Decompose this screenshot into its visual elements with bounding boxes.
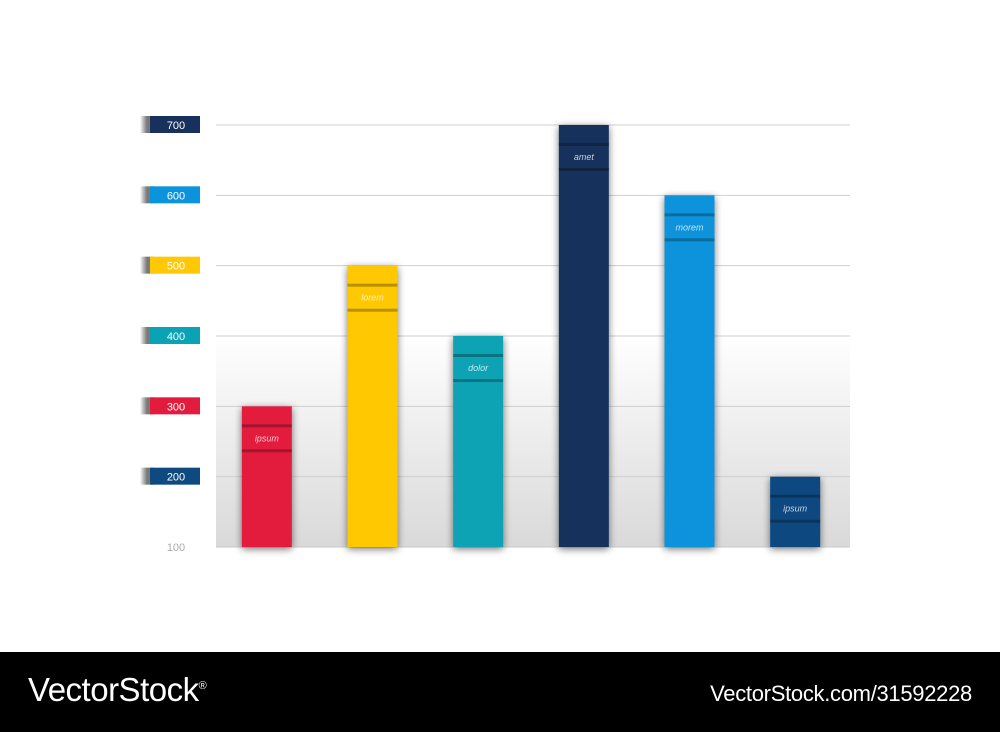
y-tick-tab: [150, 256, 200, 274]
y-tick-tab: [150, 327, 200, 344]
y-tick: 200: [140, 467, 200, 485]
y-tick: 100: [167, 542, 185, 554]
y-tick: 300: [140, 397, 200, 415]
bar-rect: [558, 125, 609, 547]
y-tick-label: 100: [167, 542, 185, 554]
y-tick-label: 400: [167, 331, 185, 343]
bar-band-line-bottom: [453, 379, 504, 382]
bar-category-label: dolor: [468, 363, 489, 373]
y-tick-label: 600: [167, 190, 185, 202]
y-tick: 700: [140, 116, 200, 133]
bar-band-line-top: [770, 494, 821, 498]
bar-rect: [770, 476, 821, 547]
bar-band-line-bottom: [347, 308, 398, 312]
bar-3: dolor: [453, 336, 504, 547]
y-tick: 500: [140, 256, 200, 274]
bar-rect: [453, 336, 504, 547]
bar-1: ipsum: [241, 406, 292, 547]
bar-rect: [664, 195, 715, 548]
bar-category-label: ipsum: [255, 433, 280, 443]
y-tick-label: 200: [167, 472, 185, 484]
y-tick: 400: [140, 327, 200, 344]
y-tick-label: 700: [167, 120, 185, 132]
plot-background: [216, 336, 850, 547]
y-tick-tab: [150, 186, 200, 204]
bar-2: lorem: [347, 265, 398, 547]
footer-reg-mark: ®: [198, 680, 207, 692]
y-tick-tab: [150, 397, 200, 415]
bar-4: amet: [558, 125, 609, 547]
vectorstock-logo: VectorStock®: [28, 671, 207, 709]
y-tick-tab: [150, 467, 200, 485]
bar-rect: [347, 265, 398, 547]
bar-band-line-bottom: [770, 519, 821, 523]
bar-band-line-top: [241, 424, 292, 428]
y-tick-label: 500: [167, 261, 185, 273]
bar-chart: 100 200 300 400 500 600 700 ipsum lorem dolor ame…: [140, 116, 850, 554]
watermark-footer: VectorStock® VectorStock.com/31592228: [0, 652, 1000, 732]
bar-band-line-top: [664, 213, 715, 217]
footer-brand-text: VectorStock: [28, 671, 199, 708]
bar-band-line-top: [453, 354, 504, 357]
bar-category-label: morem: [675, 222, 704, 232]
bar-band-line-top: [347, 283, 398, 287]
bar-category-label: amet: [574, 152, 595, 162]
y-tick-tab: [150, 116, 200, 133]
y-tick-label: 300: [167, 401, 185, 413]
bar-6: ipsum: [770, 476, 821, 547]
bar-band-line-bottom: [664, 238, 715, 242]
bar-5: morem: [664, 195, 715, 548]
bar-band-line-bottom: [241, 449, 292, 453]
footer-image-id: VectorStock.com/31592228: [710, 681, 972, 706]
bar-band-line-bottom: [558, 168, 609, 171]
bar-band-line-top: [558, 143, 609, 146]
bar-category-label: lorem: [361, 293, 384, 303]
bar-category-label: ipsum: [783, 504, 808, 514]
bar-rect: [241, 406, 292, 547]
y-tick: 600: [140, 186, 200, 204]
